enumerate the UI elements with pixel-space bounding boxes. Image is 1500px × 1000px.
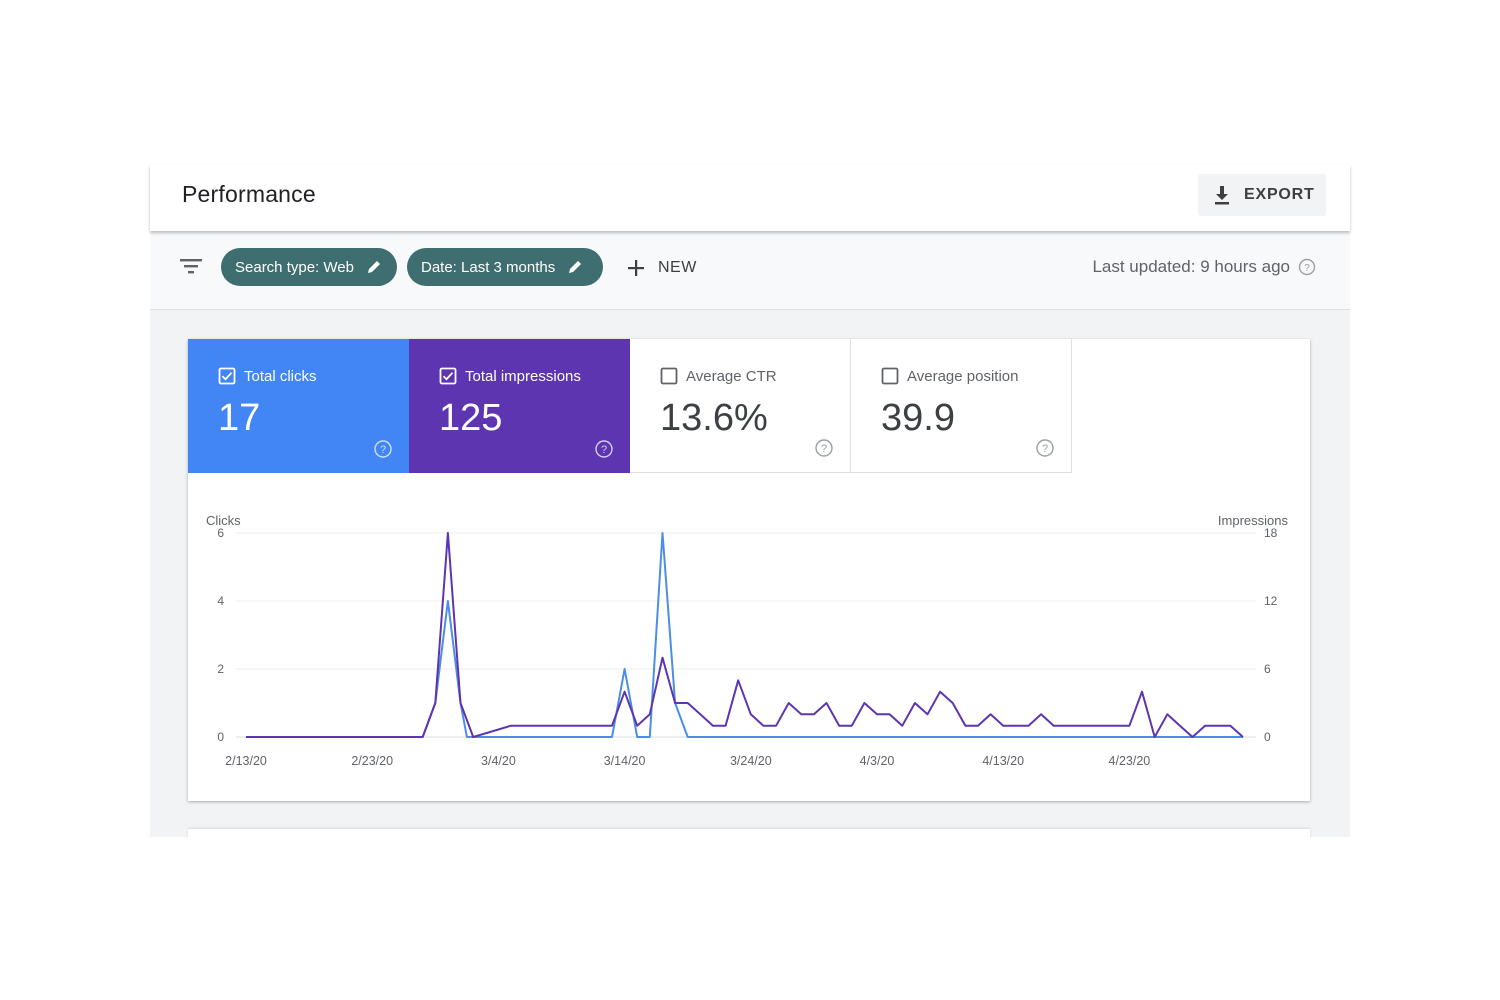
x-tick-label: 4/23/20: [1109, 754, 1151, 768]
y-right-tick-label: 6: [1264, 662, 1271, 676]
last-updated-text: Last updated: 9 hours ago: [1092, 257, 1290, 276]
svg-text:?: ?: [380, 444, 386, 456]
export-label: EXPORT: [1244, 186, 1315, 203]
metric-total-clicks[interactable]: Total clicks 17 ?: [188, 339, 409, 473]
y-right-tick-label: 12: [1264, 594, 1278, 608]
performance-card: Total clicks 17 ? Total impressions: [188, 339, 1310, 801]
y-axis-right-label: Impressions: [1218, 513, 1289, 528]
metric-label: Total clicks: [244, 367, 317, 385]
x-tick-label: 2/13/20: [225, 754, 267, 768]
chart-gridlines: [236, 532, 1256, 738]
search-type-chip[interactable]: Search type: Web: [221, 248, 397, 286]
checkbox-unchecked-icon[interactable]: [660, 367, 678, 385]
y-left-tick-label: 0: [217, 730, 224, 744]
edit-icon: [567, 259, 583, 275]
metric-label: Average CTR: [686, 367, 777, 385]
download-icon: [1212, 184, 1232, 206]
last-updated: Last updated: 9 hours ago ?: [1092, 257, 1316, 277]
metric-value: 17: [218, 397, 261, 439]
chart-ticks: 0 2 4 6 0 6 12 18 2/13/20 2/23/20 3/4/20 3/14/20 3/2…: [217, 526, 1277, 768]
checkbox-unchecked-icon[interactable]: [881, 367, 899, 385]
y-left-tick-label: 2: [217, 662, 224, 676]
x-tick-label: 3/24/20: [730, 754, 772, 768]
svg-text:?: ?: [1042, 443, 1048, 455]
plus-icon: [626, 258, 646, 278]
metric-label: Average position: [907, 367, 1019, 385]
svg-text:?: ?: [1304, 263, 1310, 274]
metric-average-ctr[interactable]: Average CTR 13.6% ?: [630, 339, 851, 473]
metric-label: Total impressions: [465, 367, 581, 385]
new-filter-label: NEW: [658, 259, 697, 276]
edit-icon: [366, 259, 382, 275]
search-type-chip-label: Search type: Web: [235, 258, 354, 276]
performance-chart: Clicks Impressions 0 2 4 6 0 6 12 18 2/13/20 2/23…: [206, 513, 1289, 768]
help-icon[interactable]: ?: [373, 439, 393, 459]
y-right-tick-label: 0: [1264, 730, 1271, 744]
export-button[interactable]: EXPORT: [1198, 174, 1326, 216]
y-left-tick-label: 6: [217, 526, 224, 540]
metric-value: 39.9: [881, 397, 955, 439]
metric-total-impressions[interactable]: Total impressions 125 ?: [409, 339, 630, 473]
date-range-chip-label: Date: Last 3 months: [421, 258, 556, 276]
y-axis-left-label: Clicks: [206, 513, 241, 528]
x-tick-label: 3/4/20: [481, 754, 516, 768]
x-tick-label: 2/23/20: [351, 754, 393, 768]
next-card-edge: [188, 829, 1310, 839]
metric-value: 125: [439, 397, 503, 439]
series-line-impressions: [246, 532, 1244, 738]
date-range-chip[interactable]: Date: Last 3 months: [407, 248, 603, 286]
checkbox-checked-icon[interactable]: [439, 367, 457, 385]
page-title: Performance: [182, 181, 316, 207]
help-icon[interactable]: ?: [594, 439, 614, 459]
checkbox-checked-icon[interactable]: [218, 367, 236, 385]
chart-series: [246, 532, 1244, 738]
search-console-performance: Performance EXPORT Search type: Web: [150, 165, 1350, 839]
filter-list-icon[interactable]: [178, 255, 204, 282]
metric-value: 13.6%: [660, 397, 768, 439]
help-icon[interactable]: ?: [814, 438, 834, 458]
x-tick-label: 4/3/20: [860, 754, 895, 768]
svg-text:?: ?: [821, 443, 827, 455]
header-bar: Performance EXPORT: [150, 165, 1350, 231]
help-icon[interactable]: ?: [1035, 438, 1055, 458]
series-line-clicks: [246, 532, 1243, 738]
metric-average-position[interactable]: Average position 39.9 ?: [851, 339, 1072, 473]
new-filter-button[interactable]: NEW: [626, 255, 697, 281]
x-tick-label: 3/14/20: [604, 754, 646, 768]
svg-text:?: ?: [601, 444, 607, 456]
x-tick-label: 4/13/20: [982, 754, 1024, 768]
help-icon[interactable]: ?: [1298, 258, 1316, 276]
filter-bar: Search type: Web Date: Last 3 months NEW…: [150, 231, 1350, 310]
y-left-tick-label: 4: [217, 594, 224, 608]
y-right-tick-label: 18: [1264, 526, 1278, 540]
